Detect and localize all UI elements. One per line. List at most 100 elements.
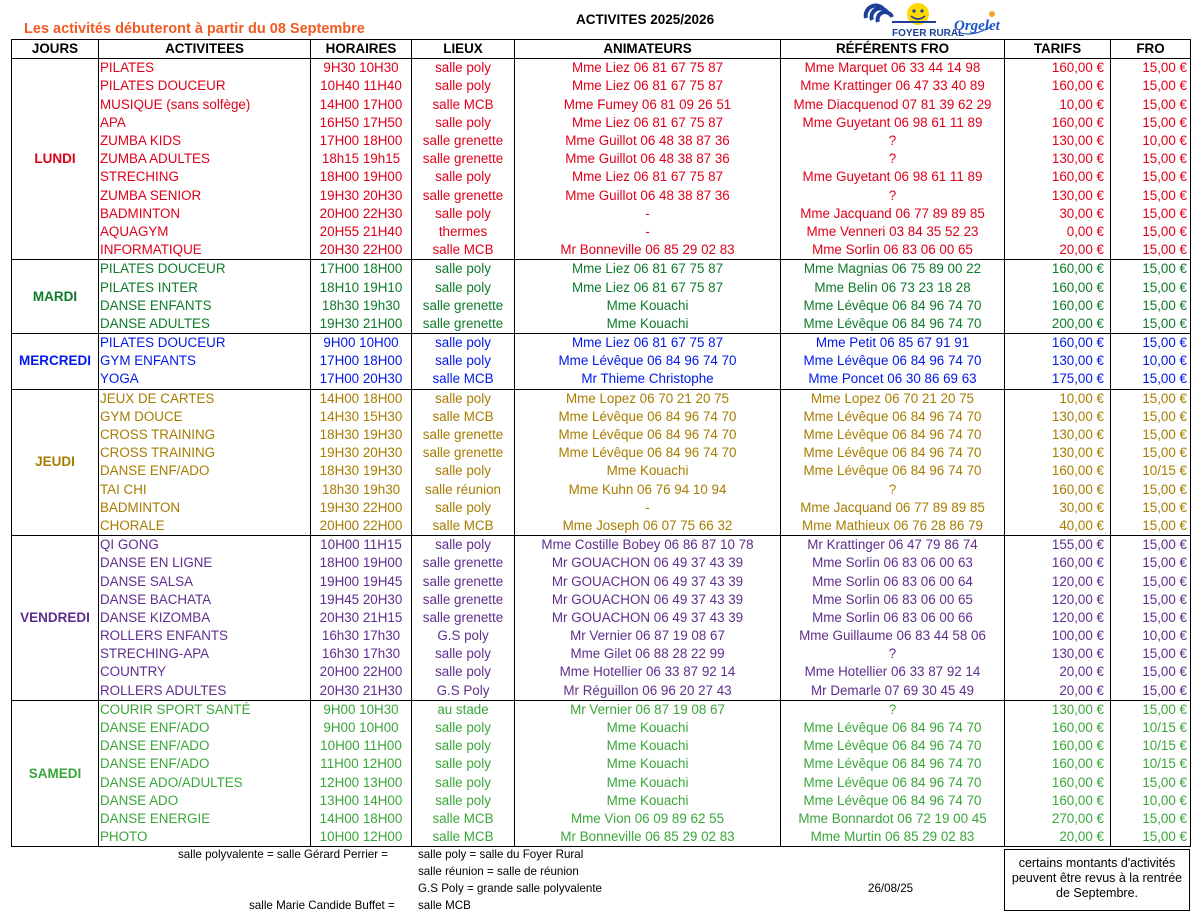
table-row: CHORALE 20H00 22H00 salle MCB Mme Joseph 06… <box>12 516 1191 537</box>
activity-cell: ZUMBA ADULTES <box>98 150 311 169</box>
table-row: AQUAGYM 20H55 21H40 thermes - Mme Venneri 03… <box>12 222 1191 242</box>
instructor-cell: Mr GOUACHON 06 49 37 43 39 <box>514 572 781 591</box>
location-cell: salle MCB <box>411 95 515 114</box>
price-cell: 120,00 € <box>1004 590 1111 609</box>
referent-cell: Mme Sorlin 06 83 06 00 63 <box>780 554 1005 573</box>
activity-cell: DANSE BACHATA <box>98 590 311 609</box>
table-row: COUNTRY 20H00 22H00 salle poly Mme Hotellie… <box>12 663 1191 682</box>
referent-cell: Mme Jacquand 06 77 89 89 85 <box>780 498 1005 517</box>
time-cell: 19H30 20H30 <box>310 444 412 463</box>
price-cell: 130,00 € <box>1004 186 1111 205</box>
table-row: DANSE ENF/ADO 9H00 10H00 salle poly Mme Kou… <box>12 718 1191 738</box>
page-title: ACTIVITES 2025/2026 <box>576 12 715 27</box>
instructor-cell: Mme Liez 06 81 67 75 87 <box>514 113 781 132</box>
referent-cell: Mr Krattinger 06 47 79 86 74 <box>780 535 1005 555</box>
table-row: DANSE ADO/ADULTES 12H00 13H00 salle poly Mm… <box>12 773 1191 792</box>
col-header-horaires: HORAIRES <box>310 38 412 60</box>
footer-legend-2: salle réunion = salle de réunion <box>418 865 579 878</box>
activity-cell: DANSE EN LIGNE <box>98 554 311 573</box>
fro-fee-cell: 15,00 € <box>1110 113 1191 132</box>
time-cell: 16h30 17h30 <box>310 627 412 646</box>
location-cell: salle MCB <box>411 241 515 261</box>
price-cell: 175,00 € <box>1004 370 1111 390</box>
activities-table: JOURS ACTIVITEES HORAIRES LIEUX ANIMATEU… <box>11 38 1191 848</box>
referent-cell: Mme Lévêque 06 84 96 74 70 <box>780 737 1005 756</box>
instructor-cell: Mme Lévêque 06 84 96 74 70 <box>514 352 781 371</box>
instructor-cell: Mr Réguillon 06 96 20 27 43 <box>514 681 781 701</box>
table-row: MUSIQUE (sans solfège) 14H00 17H00 salle M… <box>12 95 1191 114</box>
time-cell: 20H55 21H40 <box>310 222 412 242</box>
fro-fee-cell: 15,00 € <box>1110 241 1191 261</box>
col-header-tarifs: TARIFS <box>1004 38 1111 60</box>
fro-fee-cell: 15,00 € <box>1110 204 1191 223</box>
time-cell: 16h30 17h30 <box>310 645 412 664</box>
location-cell: salle poly <box>411 535 515 555</box>
table-row: DANSE BACHATA 19H45 20H30 salle grenette Mr… <box>12 590 1191 609</box>
activity-cell: STRECHING <box>98 168 311 187</box>
table-row: DANSE ADULTES 19H30 21H00 salle grenette Mm… <box>12 314 1191 334</box>
location-cell: salle poly <box>411 278 515 297</box>
price-cell: 160,00 € <box>1004 168 1111 187</box>
time-cell: 11H00 12H00 <box>310 755 412 774</box>
instructor-cell: Mme Guillot 06 48 38 87 36 <box>514 186 781 205</box>
fro-fee-cell: 15,00 € <box>1110 58 1191 78</box>
referent-cell: Mme Magnias 06 75 89 00 22 <box>780 259 1005 279</box>
referent-cell: Mme Lévêque 06 84 96 74 70 <box>780 296 1005 315</box>
fro-fee-cell: 15,00 € <box>1110 480 1191 499</box>
col-header-lieux: LIEUX <box>411 38 515 60</box>
footer-legend-1-right: salle poly = salle du Foyer Rural <box>418 848 584 861</box>
location-cell: salle poly <box>411 773 515 792</box>
activity-cell: INFORMATIQUE <box>98 241 311 261</box>
location-cell: salle poly <box>411 663 515 682</box>
location-cell: salle poly <box>411 645 515 664</box>
referent-cell: Mr Demarle 07 69 30 45 49 <box>780 681 1005 701</box>
time-cell: 18H30 19H30 <box>310 462 412 481</box>
fro-fee-cell: 15,00 € <box>1110 828 1191 848</box>
day-label: JEUDI <box>11 389 99 537</box>
price-cell: 30,00 € <box>1004 204 1111 223</box>
activity-cell: PILATES DOUCEUR <box>98 77 311 96</box>
referent-cell: ? <box>780 700 1005 719</box>
fro-fee-cell: 15,00 € <box>1110 296 1191 315</box>
price-cell: 20,00 € <box>1004 241 1111 261</box>
activity-cell: COUNTRY <box>98 663 311 682</box>
activity-cell: DANSE ENFANTS <box>98 296 311 315</box>
price-cell: 160,00 € <box>1004 113 1111 132</box>
referent-cell: Mme Guyetant 06 98 61 11 89 <box>780 113 1005 132</box>
location-cell: salle poly <box>411 77 515 96</box>
location-cell: salle grenette <box>411 554 515 573</box>
price-cell: 160,00 € <box>1004 480 1111 499</box>
time-cell: 17H00 20H30 <box>310 370 412 390</box>
fro-fee-cell: 15,00 € <box>1110 333 1191 353</box>
instructor-cell: Mme Liez 06 81 67 75 87 <box>514 333 781 353</box>
instructor-cell: Mr Vernier 06 87 19 08 67 <box>514 627 781 646</box>
instructor-cell: Mme Gilet 06 88 28 22 99 <box>514 645 781 664</box>
table-row: STRECHING-APA 16h30 17h30 salle poly Mme Gi… <box>12 645 1191 664</box>
instructor-cell: Mme Liez 06 81 67 75 87 <box>514 168 781 187</box>
time-cell: 18h30 19h30 <box>310 480 412 499</box>
instructor-cell: Mme Joseph 06 07 75 66 32 <box>514 516 781 537</box>
fro-fee-cell: 15,00 € <box>1110 773 1191 792</box>
activity-cell: PILATES <box>98 58 311 78</box>
fro-fee-cell: 15,00 € <box>1110 168 1191 187</box>
instructor-cell: Mme Kouachi <box>514 462 781 481</box>
price-cell: 20,00 € <box>1004 663 1111 682</box>
time-cell: 10H00 11H15 <box>310 535 412 555</box>
fro-fee-cell: 15,00 € <box>1110 554 1191 573</box>
activity-cell: TAI CHI <box>98 480 311 499</box>
location-cell: au stade <box>411 700 515 719</box>
location-cell: salle grenette <box>411 131 515 151</box>
time-cell: 19H30 20H30 <box>310 186 412 205</box>
footer-legend-4-right: salle MCB <box>418 899 471 912</box>
fro-fee-cell: 15,00 € <box>1110 608 1191 627</box>
referent-cell: Mme Lévêque 06 84 96 74 70 <box>780 462 1005 481</box>
activity-cell: DANSE ENF/ADO <box>98 737 311 756</box>
table-row: GYM ENFANTS 17H00 18H00 salle poly Mme Lévê… <box>12 352 1191 371</box>
fro-fee-cell: 15,00 € <box>1110 407 1191 426</box>
time-cell: 17H00 18H00 <box>310 259 412 279</box>
time-cell: 20H30 21H30 <box>310 681 412 701</box>
time-cell: 18H30 19H30 <box>310 425 412 445</box>
fro-fee-cell: 15,00 € <box>1110 425 1191 445</box>
referent-cell: Mme Lévêque 06 84 96 74 70 <box>780 755 1005 774</box>
table-row: ROLLERS ADULTES 20H30 21H30 G.S Poly Mr Rég… <box>12 681 1191 701</box>
